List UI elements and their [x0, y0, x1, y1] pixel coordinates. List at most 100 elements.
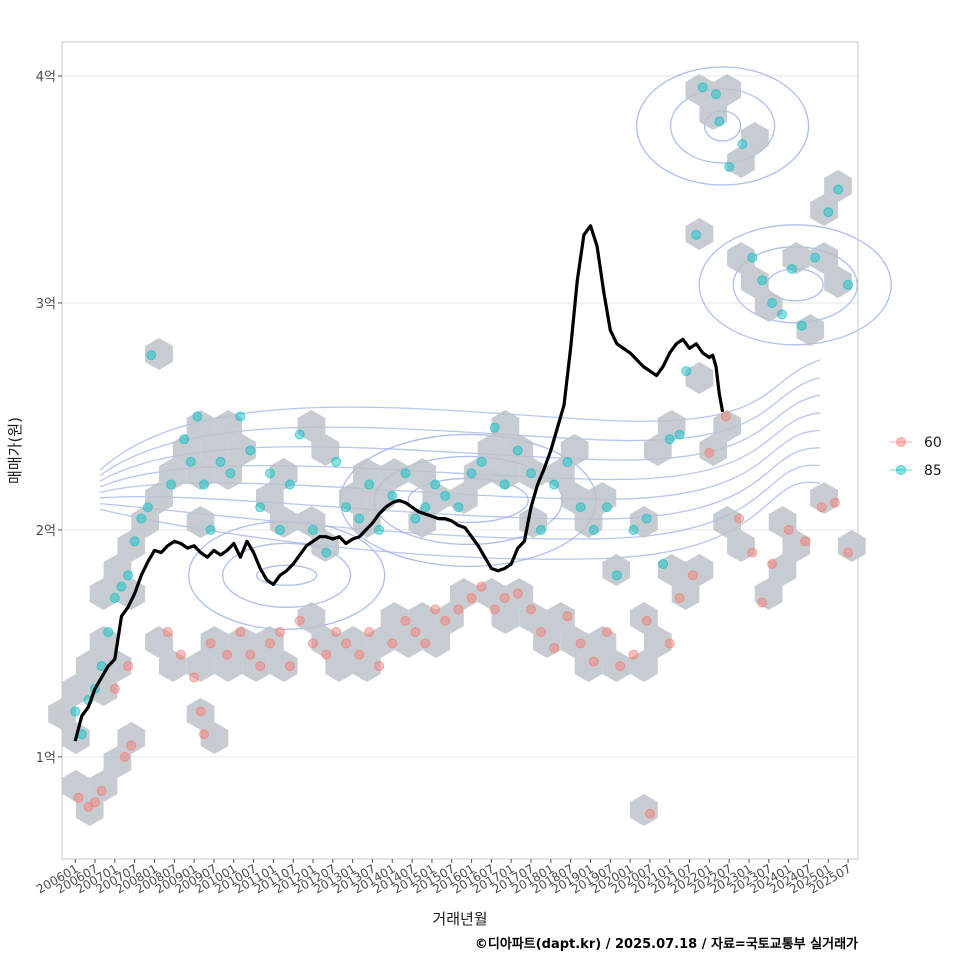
- point-85: [664, 434, 675, 445]
- point-60: [466, 593, 477, 604]
- y-axis: 1억 2억 3억 4억: [36, 70, 62, 766]
- point-85: [96, 661, 107, 672]
- point-60: [96, 785, 107, 796]
- caption: ©디아파트(dapt.kr) / 2025.07.18 / 자료=국토교통부 실…: [475, 936, 858, 952]
- point-85: [843, 279, 854, 290]
- hexbin-cell: [145, 626, 173, 658]
- point-85: [697, 82, 708, 93]
- point-60: [816, 502, 827, 513]
- point-60: [704, 447, 715, 458]
- hexbin-cell: [159, 458, 187, 490]
- point-60: [410, 627, 421, 638]
- point-85: [512, 445, 523, 456]
- point-85: [796, 320, 807, 331]
- point-85: [354, 513, 365, 524]
- point-85: [575, 502, 586, 513]
- x-axis: 2006012006072007012007072008012008072009…: [34, 859, 854, 897]
- hexbin-cell: [699, 98, 728, 130]
- point-85: [714, 116, 725, 127]
- hexbin-cell: [103, 746, 132, 778]
- point-60: [767, 558, 778, 569]
- point-60: [90, 797, 101, 808]
- point-85: [103, 627, 114, 638]
- point-60: [757, 597, 768, 608]
- point-60: [476, 581, 487, 592]
- hexbin-cell: [713, 506, 741, 538]
- point-85: [294, 429, 305, 440]
- point-60: [222, 649, 233, 660]
- hexbin-cell: [145, 338, 173, 370]
- point-60: [374, 661, 385, 672]
- point-85: [440, 490, 451, 501]
- hexbin-cell: [768, 506, 797, 538]
- hexbin-cell: [186, 410, 215, 442]
- point-60: [331, 627, 342, 638]
- legend-label: 60: [924, 435, 942, 451]
- point-85: [146, 350, 157, 361]
- hexbin-cell: [89, 674, 118, 706]
- point-85: [225, 468, 236, 479]
- point-60: [800, 536, 811, 547]
- density-contour: [221, 542, 352, 608]
- hexbin-cell: [269, 506, 298, 538]
- point-85: [588, 524, 599, 535]
- point-85: [681, 366, 692, 377]
- point-85: [265, 468, 276, 479]
- hexbin-cell: [685, 362, 714, 394]
- hexbin-cell: [159, 650, 187, 682]
- hexbin-cell: [297, 506, 326, 538]
- point-60: [235, 627, 246, 638]
- point-85: [823, 207, 834, 218]
- point-85: [331, 456, 342, 467]
- point-60: [601, 627, 612, 638]
- point-60: [195, 706, 206, 717]
- point-85: [129, 536, 140, 547]
- hexbin-cell: [754, 578, 783, 610]
- point-60: [284, 661, 295, 672]
- point-85: [192, 411, 203, 422]
- hexbin-cell: [588, 626, 617, 658]
- hexbin-cell: [200, 722, 229, 754]
- point-60: [783, 524, 794, 535]
- point-85: [562, 456, 573, 467]
- point-85: [136, 513, 147, 524]
- point-85: [499, 479, 510, 490]
- point-60: [641, 615, 652, 626]
- hexbin-cell: [62, 770, 90, 802]
- point-85: [374, 524, 385, 535]
- trend-line: [73, 224, 725, 742]
- point-85: [179, 434, 190, 445]
- hexbin-cell: [380, 602, 409, 634]
- hexbin-cell: [186, 506, 215, 538]
- point-60: [354, 649, 365, 660]
- hexbin-cell: [477, 578, 506, 610]
- hexbin-cell: [491, 458, 520, 490]
- y-tick-label: 1억: [36, 751, 56, 766]
- point-60: [175, 649, 186, 660]
- point-85: [245, 445, 256, 456]
- point-85: [387, 490, 398, 501]
- hexbin-cell: [824, 266, 852, 298]
- hexbin-layer: [48, 74, 866, 826]
- hexbin-cell: [685, 554, 714, 586]
- point-85: [601, 502, 612, 513]
- hexbin-cell: [560, 482, 589, 514]
- y-tick-label: 2억: [36, 524, 56, 539]
- hexbin-cell: [89, 770, 118, 802]
- density-contour: [698, 224, 892, 346]
- point-85: [70, 706, 81, 717]
- point-60: [265, 638, 276, 649]
- point-60: [364, 627, 375, 638]
- point-85: [116, 581, 127, 592]
- hexbin-cell: [89, 626, 118, 658]
- legend: 60 85: [890, 435, 942, 479]
- x-axis-title: 거래년월: [432, 910, 487, 928]
- hexbin-cell: [574, 650, 603, 682]
- hexbin-cell: [463, 458, 492, 490]
- hexbin-cell: [657, 554, 686, 586]
- point-60: [109, 683, 120, 694]
- hexbin-cell: [269, 650, 298, 682]
- y-tick-label: 3억: [36, 297, 56, 312]
- point-60: [420, 638, 431, 649]
